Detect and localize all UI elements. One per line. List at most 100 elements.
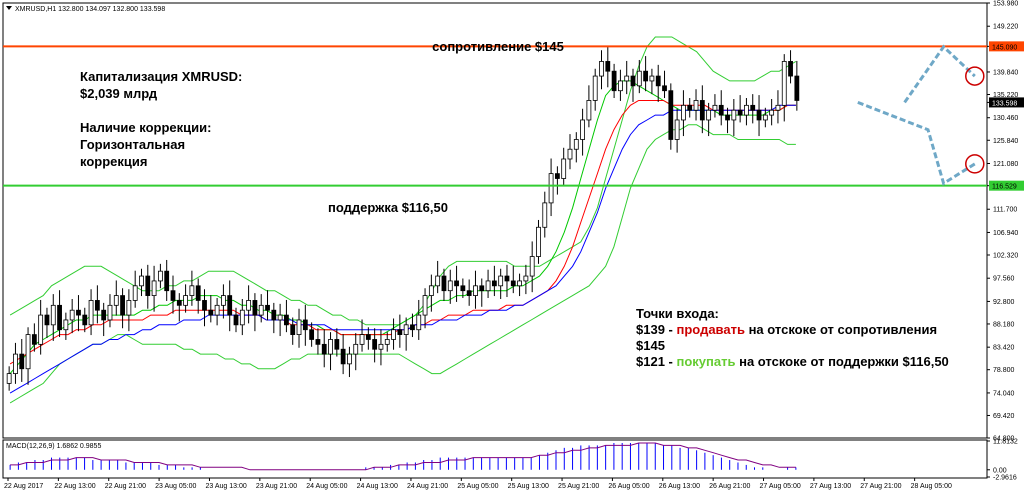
candle-bear[interactable] xyxy=(699,100,705,121)
candle-bull[interactable] xyxy=(221,295,226,306)
candle-bull[interactable] xyxy=(359,334,365,345)
candle-bull[interactable] xyxy=(157,270,163,282)
candle-bull[interactable] xyxy=(151,280,157,296)
candle-bear[interactable] xyxy=(315,339,321,345)
candle-bull[interactable] xyxy=(681,104,686,121)
candle-bear[interactable] xyxy=(145,275,151,296)
candle-bear[interactable] xyxy=(479,285,485,292)
candle-bear[interactable] xyxy=(309,329,315,340)
candle-bear[interactable] xyxy=(643,70,649,82)
candle-bull[interactable] xyxy=(580,119,585,140)
candle-bear[interactable] xyxy=(410,324,415,331)
candle-bull[interactable] xyxy=(548,173,554,204)
candle-bear[interactable] xyxy=(176,300,182,306)
candle-bull[interactable] xyxy=(649,75,655,82)
candle-bull[interactable] xyxy=(25,334,31,370)
candle-bear[interactable] xyxy=(57,304,62,331)
candle-bull[interactable] xyxy=(246,300,252,311)
candle-bear[interactable] xyxy=(737,109,743,116)
candle-bull[interactable] xyxy=(573,139,579,150)
candle-bear[interactable] xyxy=(605,61,611,72)
candle-bear[interactable] xyxy=(397,329,403,335)
candle-bull[interactable] xyxy=(523,275,529,282)
candle-bear[interactable] xyxy=(265,304,270,311)
candle-bear[interactable] xyxy=(164,270,170,292)
candle-bull[interactable] xyxy=(38,314,44,345)
candle-bull[interactable] xyxy=(781,61,787,106)
candle-bull[interactable] xyxy=(636,70,642,87)
candle-bull[interactable] xyxy=(214,304,220,316)
candle-bear[interactable] xyxy=(662,85,667,92)
candle-bear[interactable] xyxy=(302,319,308,331)
candle-bear[interactable] xyxy=(195,285,201,301)
candle-bull[interactable] xyxy=(69,309,75,321)
candle-bull[interactable] xyxy=(277,314,283,321)
candle-bull[interactable] xyxy=(536,226,541,257)
candle-bear[interactable] xyxy=(687,104,693,111)
candle-bull[interactable] xyxy=(126,300,132,316)
candle-bull[interactable] xyxy=(403,324,409,335)
candle-bull[interactable] xyxy=(88,300,94,326)
candle-bear[interactable] xyxy=(233,314,239,326)
candle-bear[interactable] xyxy=(466,290,472,296)
candle-bull[interactable] xyxy=(599,61,604,77)
candle-bull[interactable] xyxy=(498,275,504,287)
candle-bear[interactable] xyxy=(554,173,560,179)
candle-bull[interactable] xyxy=(139,275,144,287)
candle-bear[interactable] xyxy=(208,309,214,316)
candle-bear[interactable] xyxy=(611,70,617,92)
candle-bear[interactable] xyxy=(290,324,296,335)
candle-bear[interactable] xyxy=(340,348,346,365)
candle-bull[interactable] xyxy=(712,104,718,111)
candle-bull[interactable] xyxy=(447,280,453,292)
candle-bull[interactable] xyxy=(107,304,113,321)
candle-bear[interactable] xyxy=(794,75,800,101)
candle-bear[interactable] xyxy=(668,90,674,140)
candle-bull[interactable] xyxy=(693,100,699,111)
candle-bull[interactable] xyxy=(189,285,195,296)
candle-bull[interactable] xyxy=(132,285,138,301)
candle-bull[interactable] xyxy=(485,280,491,292)
candle-bull[interactable] xyxy=(258,304,264,316)
candle-bear[interactable] xyxy=(788,61,793,77)
candle-bull[interactable] xyxy=(473,285,478,296)
candle-bear[interactable] xyxy=(510,280,516,287)
candle-bull[interactable] xyxy=(435,275,441,287)
candle-bear[interactable] xyxy=(630,75,636,87)
candle-bear[interactable] xyxy=(454,280,459,287)
candle-bull[interactable] xyxy=(762,114,768,121)
candle-bear[interactable] xyxy=(655,75,661,87)
candle-bull[interactable] xyxy=(731,109,737,121)
candle-bull[interactable] xyxy=(775,104,781,111)
candle-bull[interactable] xyxy=(561,158,567,179)
candle-bear[interactable] xyxy=(170,290,176,301)
candle-bull[interactable] xyxy=(378,343,384,350)
candle-bear[interactable] xyxy=(365,334,371,340)
candle-bull[interactable] xyxy=(391,329,396,340)
candle-bear[interactable] xyxy=(227,295,233,316)
candle-bull[interactable] xyxy=(347,353,352,365)
candle-bull[interactable] xyxy=(542,202,548,228)
candle-bull[interactable] xyxy=(353,343,359,355)
candle-bear[interactable] xyxy=(491,280,497,287)
candle-bear[interactable] xyxy=(31,334,37,345)
candle-bear[interactable] xyxy=(120,295,125,316)
candle-bear[interactable] xyxy=(101,309,107,321)
candle-bear[interactable] xyxy=(44,314,50,326)
candle-bull[interactable] xyxy=(183,295,188,306)
candle-bull[interactable] xyxy=(517,280,522,287)
candle-bull[interactable] xyxy=(63,319,69,331)
candle-bear[interactable] xyxy=(202,300,207,311)
candle-bull[interactable] xyxy=(416,314,422,331)
candle-bull[interactable] xyxy=(384,339,390,345)
candle-bull[interactable] xyxy=(618,80,623,92)
candle-bull[interactable] xyxy=(744,104,749,116)
candle-bull[interactable] xyxy=(328,339,333,355)
collapse-triangle-icon[interactable] xyxy=(6,6,12,10)
candle-bear[interactable] xyxy=(76,309,81,316)
candle-bear[interactable] xyxy=(82,314,88,326)
candle-bull[interactable] xyxy=(422,295,428,316)
candle-bull[interactable] xyxy=(113,295,119,306)
candle-bear[interactable] xyxy=(372,339,378,350)
